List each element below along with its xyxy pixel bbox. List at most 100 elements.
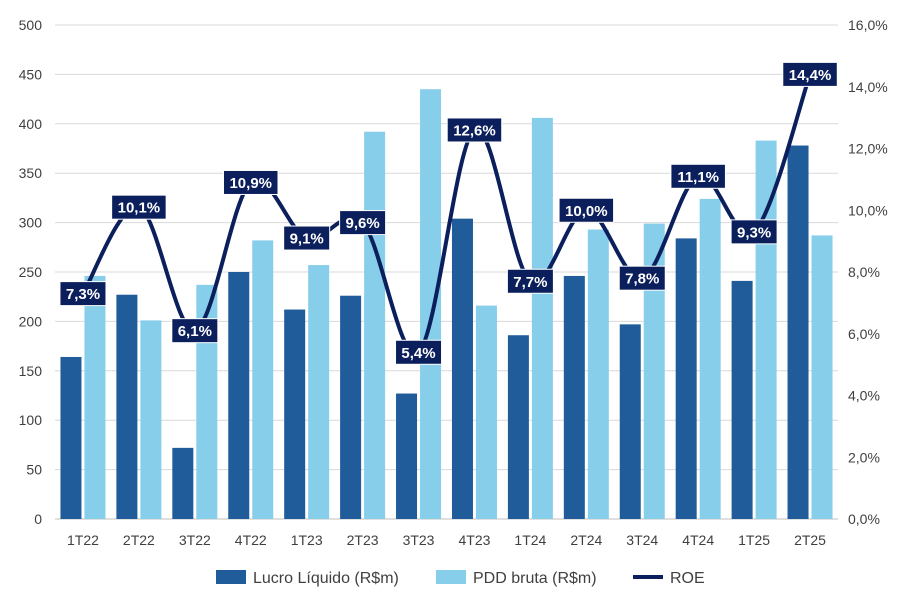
roe-label-text: 9,1% [290, 231, 324, 248]
right-tick-label: 8,0% [848, 264, 880, 280]
roe-data-label: 7,7% [506, 268, 554, 294]
right-tick-label: 10,0% [848, 202, 888, 218]
legend: Lucro Líquido (R$m) PDD bruta (R$m) ROE [216, 570, 705, 587]
bar-lucro-liquido [60, 356, 82, 519]
left-tick-label: 500 [19, 17, 43, 33]
bar-lucro-liquido [396, 393, 418, 519]
left-tick-label: 200 [19, 313, 43, 329]
roe-label-text: 7,7% [513, 274, 547, 291]
x-tick-label: 2T22 [123, 532, 155, 548]
bar-lucro-liquido [284, 309, 306, 519]
roe-label-box [558, 197, 615, 223]
right-tick-label: 6,0% [848, 326, 880, 342]
right-tick-label: 16,0% [848, 17, 888, 33]
roe-data-label: 14,4% [782, 61, 838, 87]
x-tick-label: 1T25 [738, 532, 770, 548]
roe-data-label: 11,1% [670, 163, 726, 189]
roe-data-labels: 7,3% 10,1% 6,1% 10,9% 9,1% 9,6% 5,4% 12,6% 7,7% 1… [59, 61, 838, 365]
right-tick-label: 12,0% [848, 141, 888, 157]
bar-pdd-bruta [252, 240, 274, 519]
roe-label-text: 7,8% [625, 271, 659, 288]
x-tick-label: 4T23 [459, 532, 491, 548]
roe-label-box [782, 61, 838, 87]
legend-label-pdd: PDD bruta (R$m) [473, 570, 597, 587]
right-tick-label: 2,0% [848, 449, 880, 465]
left-y-axis: 0 50 100 150 200 250 300 350 400 450 500 [19, 17, 43, 527]
left-tick-label: 0 [34, 511, 42, 527]
roe-data-label: 5,4% [395, 339, 443, 365]
roe-label-text: 10,9% [229, 175, 272, 192]
x-tick-label: 1T24 [514, 532, 546, 548]
right-tick-label: 0,0% [848, 511, 880, 527]
bar-pdd-bruta [364, 131, 386, 520]
bar-pdd-bruta [420, 89, 442, 519]
roe-label-box [223, 169, 279, 195]
bar-pdd-bruta [587, 229, 609, 520]
bar-lucro-liquido [228, 272, 250, 519]
roe-data-label: 12,6% [446, 117, 503, 143]
x-tick-label: 4T24 [682, 532, 714, 548]
bar-lucro-liquido [675, 238, 697, 519]
roe-label-text: 7,3% [66, 286, 100, 303]
roe-label-box [171, 318, 219, 344]
x-tick-label: 2T23 [347, 532, 379, 548]
right-tick-label: 4,0% [848, 388, 880, 404]
roe-label-box [730, 219, 778, 245]
bar-pdd-bruta [699, 198, 721, 519]
bar-lucro-liquido [787, 145, 809, 519]
roe-label-text: 5,4% [401, 345, 435, 362]
left-tick-label: 400 [19, 116, 43, 132]
bar-pdd-bruta [84, 275, 106, 519]
roe-data-label: 9,3% [730, 219, 778, 245]
bar-pdd-bruta [811, 235, 833, 519]
x-tick-label: 3T24 [626, 532, 658, 548]
roe-data-label: 10,1% [111, 194, 167, 220]
left-tick-label: 350 [19, 165, 43, 181]
roe-label-box [339, 210, 387, 236]
roe-label-text: 12,6% [453, 122, 496, 139]
x-tick-label: 1T22 [67, 532, 99, 548]
roe-label-text: 10,0% [565, 203, 608, 220]
roe-label-box [446, 117, 503, 143]
roe-data-label: 7,3% [59, 281, 107, 307]
bar-lucro-liquido [619, 324, 641, 519]
x-tick-label: 3T23 [403, 532, 435, 548]
roe-label-text: 14,4% [789, 67, 832, 84]
roe-data-label: 10,0% [558, 197, 615, 223]
left-tick-label: 300 [19, 215, 43, 231]
left-tick-label: 450 [19, 66, 43, 82]
legend-swatch-pdd [436, 570, 466, 584]
roe-label-text: 10,1% [118, 200, 161, 217]
roe-label-box [111, 194, 167, 220]
roe-data-label: 9,1% [283, 225, 331, 251]
roe-label-box [618, 265, 666, 291]
x-tick-label: 3T22 [179, 532, 211, 548]
x-tick-label: 4T22 [235, 532, 267, 548]
bar-pdd-bruta [308, 265, 330, 519]
roe-label-box [283, 225, 331, 251]
bar-pdd-bruta [643, 223, 665, 519]
legend-swatch-lucro [216, 570, 246, 584]
roe-data-label: 7,8% [618, 265, 666, 291]
roe-label-text: 11,1% [677, 169, 719, 186]
bar-lucro-liquido [451, 218, 473, 519]
left-tick-label: 150 [19, 363, 43, 379]
roe-label-text: 9,6% [346, 215, 380, 232]
roe-label-box [395, 339, 443, 365]
x-tick-label: 1T23 [291, 532, 323, 548]
roe-data-label: 10,9% [223, 169, 279, 195]
right-y-axis: 0,0% 2,0% 4,0% 6,0% 8,0% 10,0% 12,0% 14,0% 16,0% [848, 17, 888, 527]
roe-data-label: 9,6% [339, 210, 387, 236]
bar-lucro-liquido [340, 295, 362, 519]
bar-lucro-liquido [172, 447, 194, 519]
roe-label-text: 6,1% [178, 323, 212, 340]
bar-pdd-bruta [531, 117, 553, 519]
bar-lucro-liquido [116, 294, 138, 519]
left-tick-label: 100 [19, 412, 43, 428]
bar-lucro-liquido [563, 275, 585, 519]
x-tick-label: 2T24 [570, 532, 602, 548]
x-tick-label: 2T25 [794, 532, 826, 548]
roe-data-label: 6,1% [171, 318, 219, 344]
roe-label-text: 9,3% [737, 224, 771, 241]
